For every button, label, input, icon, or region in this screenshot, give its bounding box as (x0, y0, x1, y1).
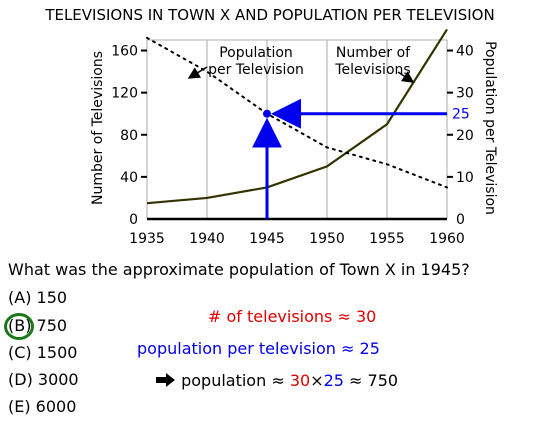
y-left-axis-title: Number of Televisions (90, 51, 106, 205)
x-tick-label: 1940 (189, 231, 225, 247)
left-tick-label: 0 (129, 212, 138, 228)
x-tick-label: 1960 (429, 231, 465, 247)
right-tick-label: 0 (456, 212, 465, 228)
approx-sign: ≈ (271, 371, 285, 390)
solution-label-3: population (181, 371, 267, 390)
solution-result: 750 (367, 371, 399, 390)
series-line-1 (146, 28, 448, 205)
choice-c[interactable]: (C) 1500 (8, 343, 78, 362)
arrow-right-icon (156, 373, 175, 387)
x-tick-label: 1945 (249, 231, 285, 247)
solution-line-1: # of televisions ≈ 30 (208, 307, 376, 326)
right-tick-label: 30 (456, 86, 474, 102)
axes: 1935 1940 1945 1950 1955 1960 0 40 80 120 160 0 10 20… (90, 41, 498, 247)
left-tick-label: 80 (120, 128, 138, 144)
series (146, 28, 448, 205)
approx-sign: ≈ (349, 371, 363, 390)
solution-value-1: 30 (355, 307, 377, 326)
solution-factor-b: 25 (323, 371, 344, 390)
left-tick-label: 160 (111, 44, 138, 60)
right-tick-label: 10 (456, 170, 474, 186)
x-tick-label: 1955 (369, 231, 405, 247)
series-label-line: Number of (336, 45, 411, 61)
approx-sign: ≈ (341, 339, 355, 358)
x-tick-label: 1950 (309, 231, 345, 247)
choice-a[interactable]: (A) 150 (8, 288, 68, 307)
series-line-2 (146, 36, 448, 189)
solution-value-2: 25 (359, 339, 380, 358)
solution-line-2: population per television ≈ 25 (137, 339, 380, 358)
series-label-line: Televisions (334, 62, 410, 78)
right-tick-label: 40 (456, 44, 474, 60)
solution-line-3: population ≈ 30×25 ≈ 750 (156, 371, 398, 390)
series-label-line: Population (219, 45, 293, 61)
highlight-value-label: 25 (452, 107, 470, 123)
series-label-televisions: Number of Televisions (334, 45, 411, 78)
y-right-axis-title: Population per Television (482, 41, 498, 215)
left-tick-label: 40 (120, 170, 138, 186)
solution-label-2: population per television (137, 339, 336, 358)
population-label-arrow (187, 66, 208, 79)
correct-answer-circle (4, 313, 34, 340)
right-tick-label: 20 (456, 128, 474, 144)
x-tick-label: 1935 (129, 231, 165, 247)
left-tick-label: 120 (111, 86, 138, 102)
series-label-population: Population per Television (208, 45, 304, 78)
annotations: Population per Television Number of Televis… (187, 45, 470, 219)
solution-factor-a: 30 (289, 371, 311, 390)
series-label-line: per Television (208, 62, 304, 78)
highlight-point (263, 109, 271, 118)
choice-d[interactable]: (D) 3000 (8, 370, 79, 389)
question-text: What was the approximate population of T… (8, 260, 470, 279)
approx-sign: ≈ (337, 307, 351, 326)
chart-title: TELEVISIONS IN TOWN X AND POPULATION PER… (45, 6, 495, 24)
solution-label-1: # of televisions (208, 307, 333, 326)
chart: 1935 1940 1945 1950 1955 1960 0 40 80 120 160 0 10 20… (90, 28, 498, 247)
televisions-label-arrow (397, 71, 415, 83)
choice-e[interactable]: (E) 6000 (8, 397, 77, 416)
times-sign: × (310, 371, 324, 390)
